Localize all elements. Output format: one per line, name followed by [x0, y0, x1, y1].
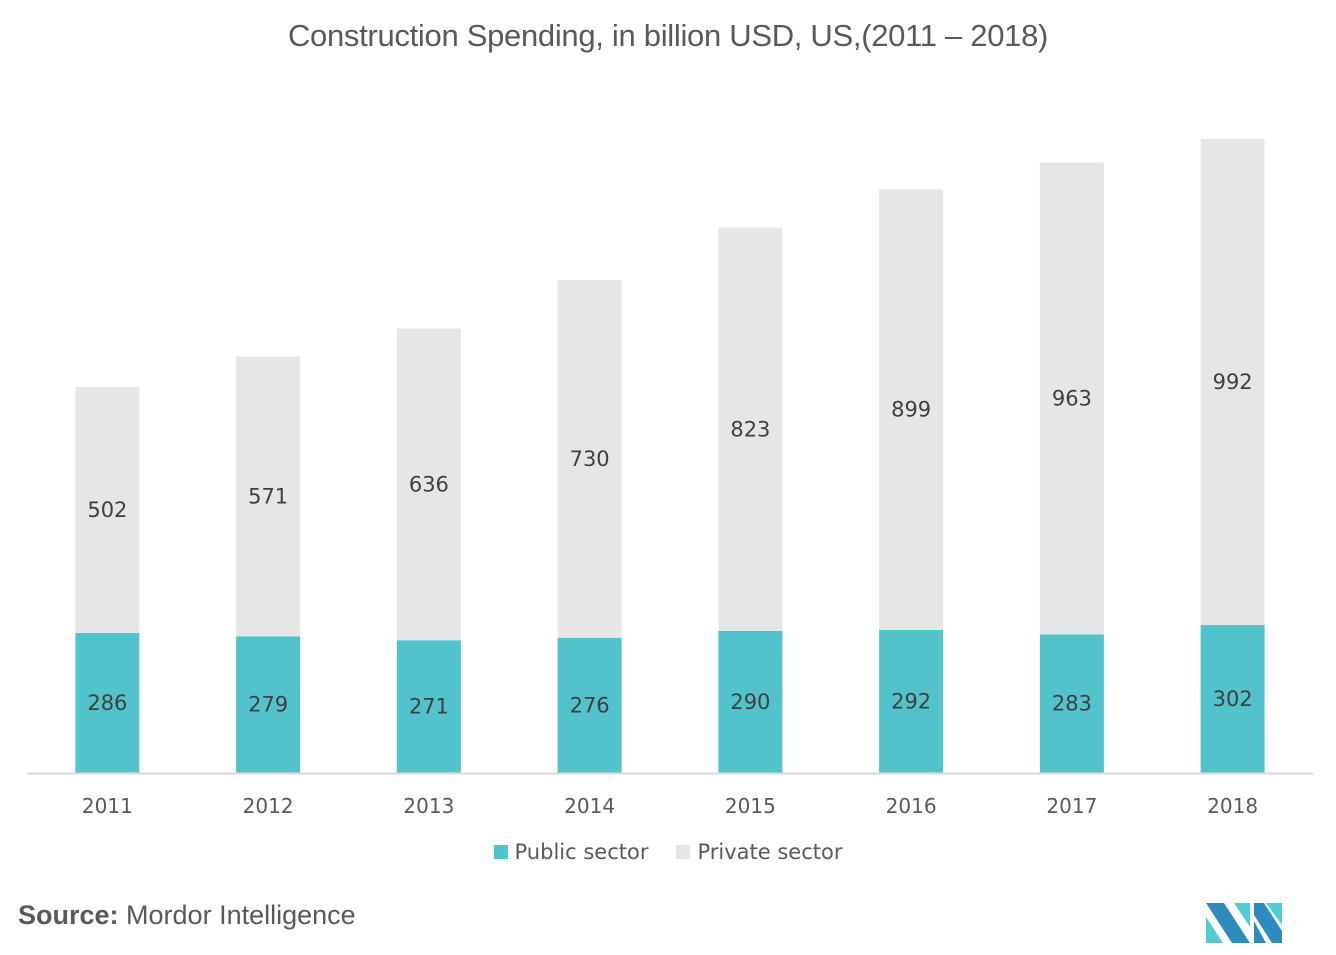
- labels-layer: 286 502 2011 279 571 2012 271 636 2013 276 730 2014…: [82, 370, 1258, 818]
- bar-private-sector-2012: [236, 356, 301, 637]
- bar-private-sector-2014: [557, 280, 622, 638]
- x-tick-label-2013: 2013: [403, 794, 454, 818]
- bar-public-sector-2015: [718, 630, 783, 773]
- data-label-public-sector-2011: 286: [87, 691, 127, 715]
- x-tick-label-2018: 2018: [1207, 794, 1258, 818]
- mordor-intelligence-logo-icon: [1206, 903, 1282, 943]
- legend-label-private-sector: Private sector: [697, 840, 843, 864]
- bar-private-sector-2011: [75, 386, 140, 633]
- data-label-private-sector-2016: 899: [891, 398, 931, 422]
- x-tick-label-2016: 2016: [886, 794, 937, 818]
- legend-item-public-sector: Public sector: [493, 840, 649, 864]
- data-label-private-sector-2012: 571: [248, 484, 288, 508]
- bars-layer: [75, 139, 1265, 773]
- data-label-public-sector-2013: 271: [409, 695, 449, 719]
- data-label-public-sector-2012: 279: [248, 693, 288, 717]
- source-note: Source: Mordor Intelligence: [18, 900, 356, 931]
- data-label-public-sector-2015: 290: [730, 690, 770, 714]
- x-tick-label-2014: 2014: [564, 794, 615, 818]
- legend-item-private-sector: Private sector: [676, 840, 842, 864]
- data-label-public-sector-2017: 283: [1052, 692, 1092, 716]
- x-tick-label-2015: 2015: [725, 794, 776, 818]
- bar-public-sector-2016: [879, 629, 944, 773]
- legend-swatch-private-sector: [676, 845, 691, 859]
- data-label-private-sector-2015: 823: [730, 417, 770, 441]
- x-tick-label-2011: 2011: [82, 794, 133, 818]
- bar-private-sector-2015: [718, 227, 783, 631]
- bar-private-sector-2013: [396, 328, 461, 641]
- bar-public-sector-2012: [236, 636, 301, 773]
- data-label-private-sector-2017: 963: [1052, 386, 1092, 410]
- source-label: Source:: [18, 900, 119, 930]
- legend-swatch-public-sector: [493, 845, 508, 859]
- data-label-public-sector-2016: 292: [891, 689, 931, 713]
- data-label-public-sector-2014: 276: [570, 693, 610, 717]
- bar-private-sector-2018: [1200, 139, 1265, 626]
- x-tick-label-2012: 2012: [243, 794, 294, 818]
- bar-public-sector-2014: [557, 637, 622, 773]
- bar-private-sector-2016: [879, 189, 944, 630]
- x-tick-label-2017: 2017: [1046, 794, 1097, 818]
- data-label-public-sector-2018: 302: [1213, 687, 1253, 711]
- data-label-private-sector-2013: 636: [409, 472, 449, 496]
- data-label-private-sector-2014: 730: [570, 447, 610, 471]
- data-label-private-sector-2011: 502: [87, 498, 127, 522]
- bar-public-sector-2018: [1200, 625, 1265, 773]
- chart-title: Construction Spending, in billion USD, U…: [287, 18, 1049, 53]
- bar-public-sector-2013: [396, 640, 461, 773]
- data-label-private-sector-2018: 992: [1213, 370, 1253, 394]
- legend-label-public-sector: Public sector: [514, 840, 649, 864]
- bar-public-sector-2017: [1039, 634, 1104, 773]
- legend: Public sector Private sector: [0, 840, 1336, 864]
- bar-public-sector-2011: [75, 632, 140, 773]
- bar-private-sector-2017: [1039, 162, 1104, 635]
- source-text: Mordor Intelligence: [126, 900, 356, 930]
